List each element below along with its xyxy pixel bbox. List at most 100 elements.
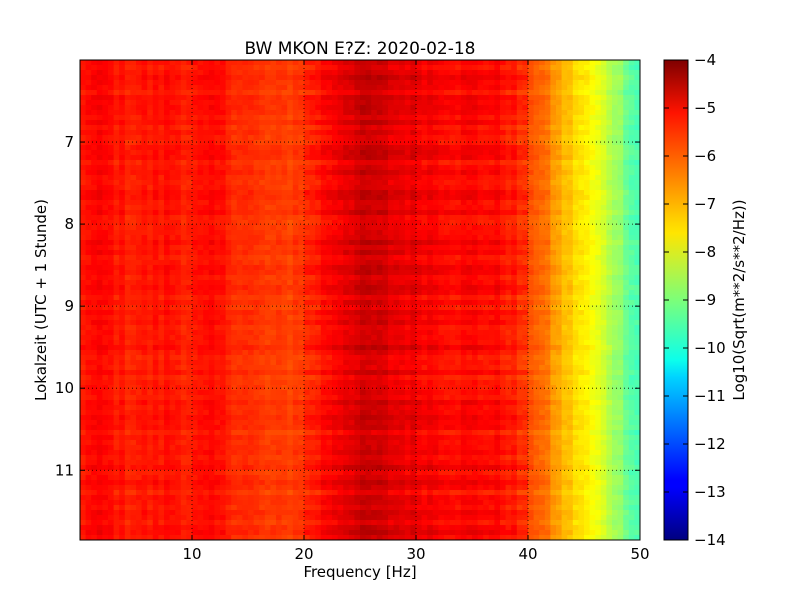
heatmap-cell bbox=[404, 190, 411, 196]
heatmap-cell bbox=[483, 185, 490, 191]
heatmap-cell bbox=[113, 65, 120, 71]
heatmap-cell bbox=[281, 280, 288, 286]
heatmap-cell bbox=[208, 205, 215, 211]
heatmap-cell bbox=[180, 80, 187, 86]
heatmap-cell bbox=[326, 215, 333, 221]
heatmap-cell bbox=[292, 115, 299, 121]
heatmap-cell bbox=[203, 195, 210, 201]
heatmap-cell bbox=[309, 85, 316, 91]
heatmap-cell bbox=[600, 135, 607, 141]
heatmap-cell bbox=[164, 300, 171, 306]
heatmap-cell bbox=[556, 190, 563, 196]
heatmap-cell bbox=[136, 160, 143, 166]
heatmap-cell bbox=[158, 100, 165, 106]
heatmap-cell bbox=[147, 190, 154, 196]
heatmap-cell bbox=[578, 115, 585, 121]
heatmap-cell bbox=[376, 300, 383, 306]
heatmap-cell bbox=[169, 225, 176, 231]
heatmap-cell bbox=[623, 110, 630, 116]
heatmap-cell bbox=[343, 200, 350, 206]
heatmap-cell bbox=[505, 125, 512, 131]
heatmap-cell bbox=[102, 60, 109, 66]
heatmap-cell bbox=[113, 150, 120, 156]
heatmap-cell bbox=[544, 155, 551, 161]
heatmap-cell bbox=[102, 65, 109, 71]
heatmap-cell bbox=[416, 140, 423, 146]
heatmap-cell bbox=[410, 135, 417, 141]
heatmap-cell bbox=[175, 300, 182, 306]
heatmap-cell bbox=[264, 200, 271, 206]
heatmap-cell bbox=[365, 285, 372, 291]
heatmap-cell bbox=[287, 160, 294, 166]
heatmap-cell bbox=[623, 205, 630, 211]
heatmap-cell bbox=[399, 235, 406, 241]
heatmap-cell bbox=[225, 250, 232, 256]
heatmap-cell bbox=[360, 190, 367, 196]
heatmap-cell bbox=[544, 115, 551, 121]
heatmap-cell bbox=[220, 75, 227, 81]
heatmap-cell bbox=[169, 185, 176, 191]
heatmap-cell bbox=[360, 130, 367, 136]
heatmap-cell bbox=[276, 270, 283, 276]
heatmap-cell bbox=[315, 295, 322, 301]
heatmap-cell bbox=[539, 225, 546, 231]
heatmap-cell bbox=[119, 115, 126, 121]
heatmap-cell bbox=[539, 260, 546, 266]
heatmap-cell bbox=[242, 85, 249, 91]
heatmap-cell bbox=[102, 250, 109, 256]
heatmap-cell bbox=[298, 185, 305, 191]
heatmap-cell bbox=[197, 165, 204, 171]
heatmap-cell bbox=[242, 280, 249, 286]
heatmap-cell bbox=[220, 240, 227, 246]
heatmap-cell bbox=[528, 250, 535, 256]
heatmap-cell bbox=[309, 290, 316, 296]
heatmap-cell bbox=[192, 215, 199, 221]
heatmap-cell bbox=[343, 195, 350, 201]
heatmap-cell bbox=[376, 220, 383, 226]
heatmap-cell bbox=[466, 170, 473, 176]
heatmap-cell bbox=[186, 135, 193, 141]
heatmap-cell bbox=[175, 155, 182, 161]
heatmap-cell bbox=[220, 285, 227, 291]
heatmap-cell bbox=[354, 290, 361, 296]
heatmap-cell bbox=[589, 295, 596, 301]
heatmap-cell bbox=[175, 130, 182, 136]
heatmap-cell bbox=[522, 205, 529, 211]
heatmap-cell bbox=[91, 180, 98, 186]
heatmap-cell bbox=[371, 175, 378, 181]
heatmap-cell bbox=[169, 280, 176, 286]
heatmap-cell bbox=[214, 280, 221, 286]
heatmap-cell bbox=[192, 240, 199, 246]
heatmap-cell bbox=[164, 205, 171, 211]
heatmap-cell bbox=[236, 260, 243, 266]
heatmap-cell bbox=[158, 60, 165, 66]
heatmap-cell bbox=[136, 145, 143, 151]
heatmap-cell bbox=[578, 190, 585, 196]
heatmap-cell bbox=[91, 145, 98, 151]
heatmap-cell bbox=[152, 155, 159, 161]
heatmap-cell bbox=[91, 300, 98, 306]
heatmap-cell bbox=[494, 250, 501, 256]
heatmap-cell bbox=[231, 265, 238, 271]
heatmap-cell bbox=[85, 100, 92, 106]
heatmap-cell bbox=[416, 80, 423, 86]
heatmap-cell bbox=[214, 155, 221, 161]
heatmap-cell bbox=[516, 190, 523, 196]
heatmap-cell bbox=[589, 135, 596, 141]
heatmap-cell bbox=[399, 170, 406, 176]
heatmap-cell bbox=[399, 225, 406, 231]
heatmap-cell bbox=[567, 175, 574, 181]
heatmap-cell bbox=[343, 285, 350, 291]
heatmap-cell bbox=[617, 240, 624, 246]
heatmap-cell bbox=[315, 60, 322, 66]
heatmap-cell bbox=[393, 245, 400, 251]
heatmap-cell bbox=[96, 280, 103, 286]
heatmap-cell bbox=[522, 240, 529, 246]
heatmap-cell bbox=[192, 275, 199, 281]
heatmap-cell bbox=[371, 190, 378, 196]
heatmap-cell bbox=[388, 120, 395, 126]
heatmap-cell bbox=[130, 140, 137, 146]
heatmap-cell bbox=[477, 290, 484, 296]
heatmap-cell bbox=[393, 265, 400, 271]
heatmap-cell bbox=[136, 305, 143, 311]
